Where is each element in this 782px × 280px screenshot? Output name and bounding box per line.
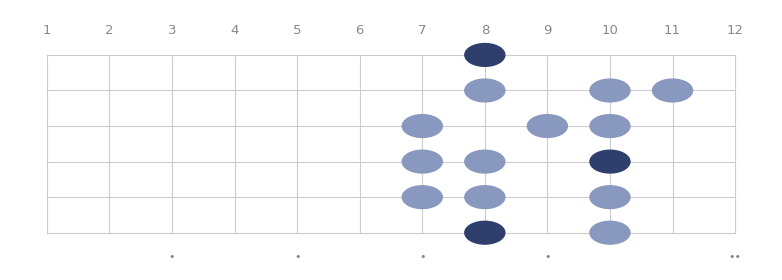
Circle shape	[402, 115, 443, 137]
Circle shape	[590, 79, 630, 102]
Text: 11: 11	[664, 24, 681, 37]
Circle shape	[465, 150, 505, 173]
Circle shape	[465, 221, 505, 244]
Circle shape	[402, 186, 443, 209]
Text: 9: 9	[543, 24, 551, 37]
Text: 10: 10	[601, 24, 619, 37]
Circle shape	[590, 150, 630, 173]
Text: 6: 6	[356, 24, 364, 37]
Text: •: •	[169, 252, 175, 262]
Text: •: •	[419, 252, 425, 262]
Circle shape	[590, 115, 630, 137]
Text: 8: 8	[481, 24, 489, 37]
Text: •: •	[544, 252, 551, 262]
Text: 4: 4	[231, 24, 239, 37]
Text: 5: 5	[293, 24, 301, 37]
Text: •: •	[294, 252, 300, 262]
Text: 12: 12	[726, 24, 744, 37]
Text: ••: ••	[729, 252, 741, 262]
Circle shape	[527, 115, 568, 137]
Text: 1: 1	[43, 24, 51, 37]
Text: 3: 3	[168, 24, 176, 37]
Circle shape	[590, 186, 630, 209]
Circle shape	[652, 79, 693, 102]
Circle shape	[465, 186, 505, 209]
Text: 2: 2	[106, 24, 113, 37]
Circle shape	[465, 79, 505, 102]
Circle shape	[402, 150, 443, 173]
Text: 7: 7	[418, 24, 426, 37]
Circle shape	[590, 221, 630, 244]
Circle shape	[465, 44, 505, 66]
